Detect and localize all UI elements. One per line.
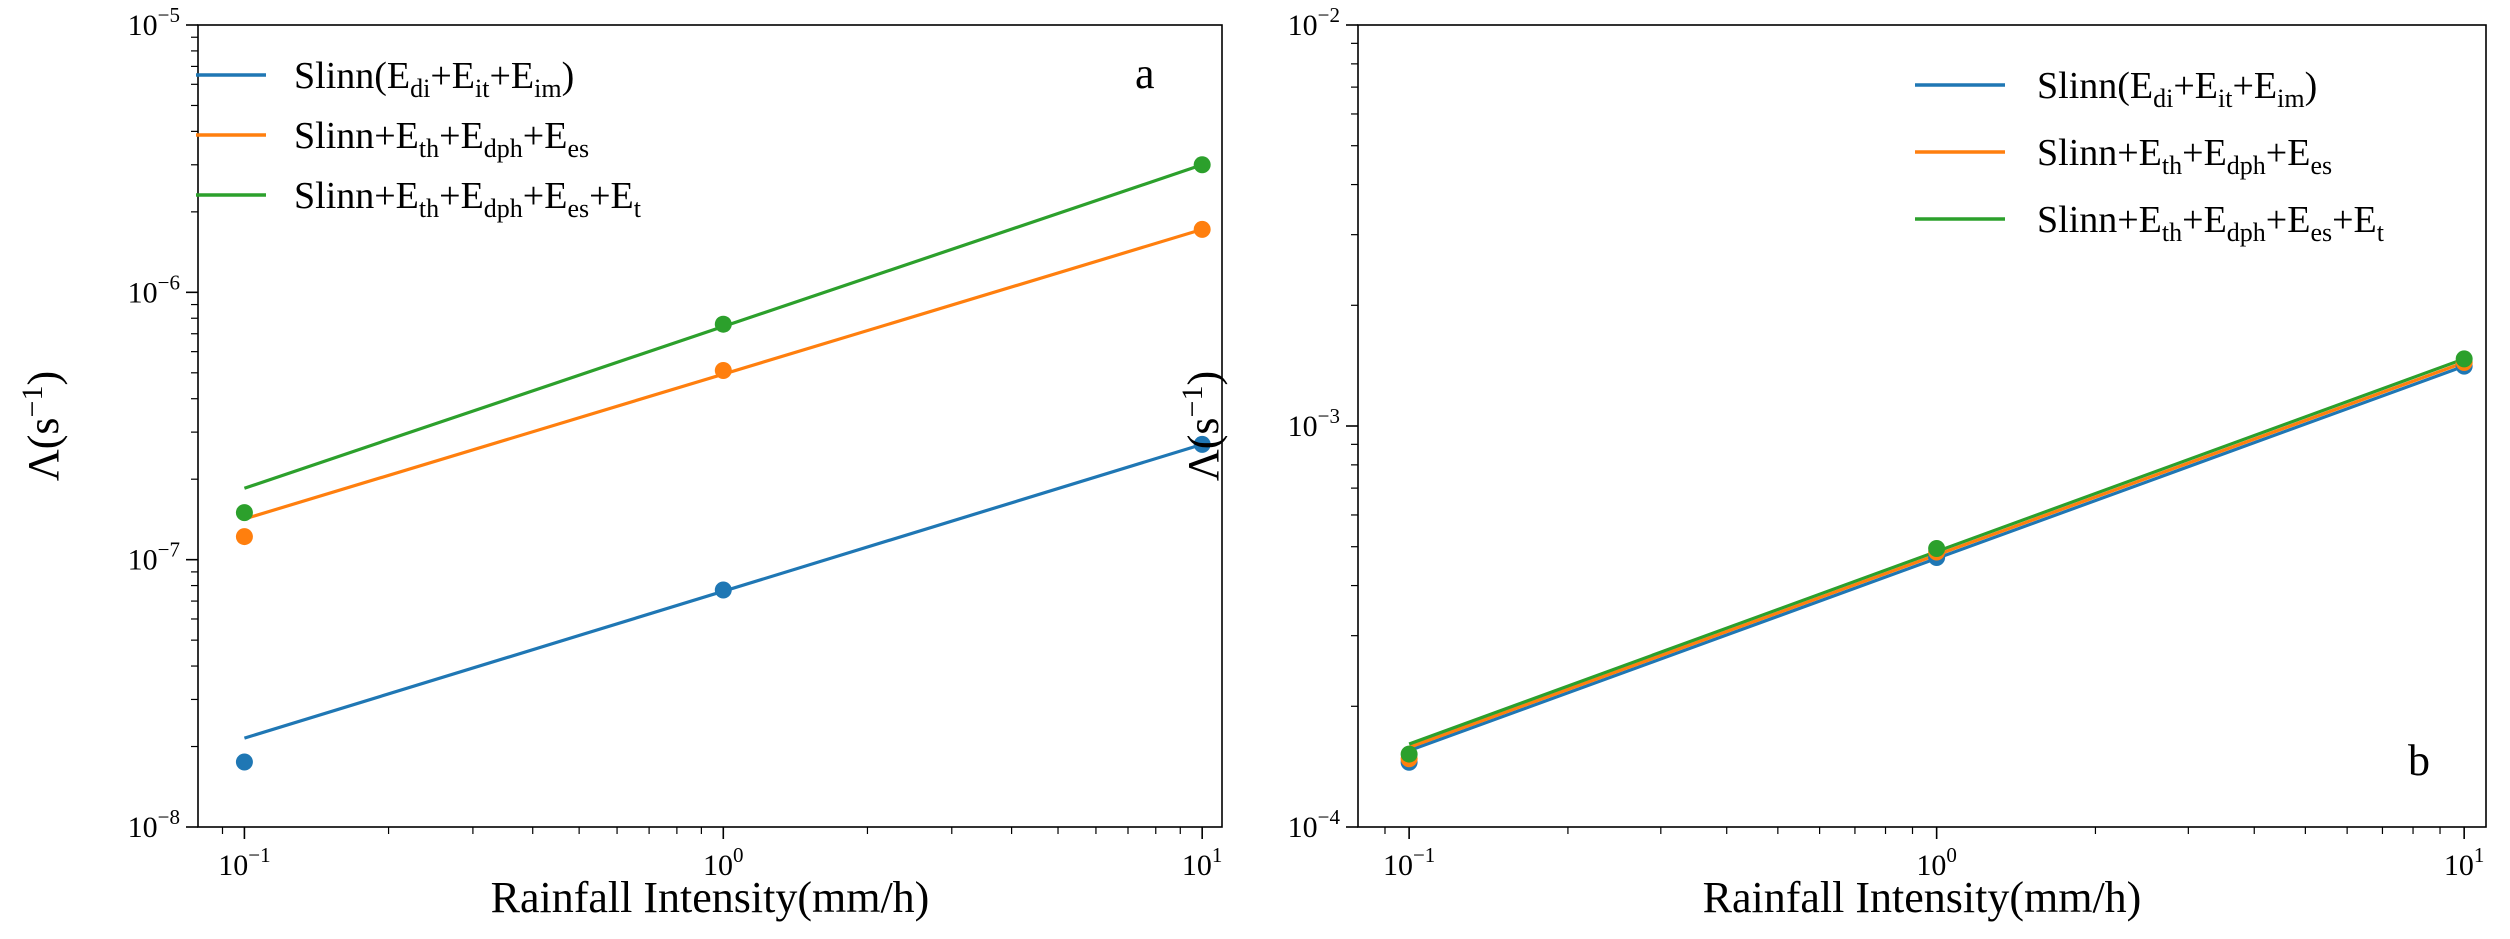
x-tick-label: 101 [1182, 843, 1223, 882]
series-1-point [235, 528, 253, 546]
legend: Slinn(Edi+Eit+Eim) Slinn+Eth+Edph+Ees Slin… [196, 55, 642, 223]
series-2-point [1400, 745, 1418, 763]
y-tick-label: 10−8 [128, 805, 180, 844]
series-1-point [714, 362, 732, 380]
y-tick-label: 10−2 [1288, 3, 1340, 42]
series-2-point [1928, 539, 1946, 557]
series-2-point [2455, 350, 2473, 368]
series-0-point [1193, 435, 1211, 453]
panel-label: a [1135, 49, 1155, 98]
plot-frame [197, 24, 1223, 828]
legend: Slinn(Edi+Eit+Eim) Slinn+Eth+Edph+Ees Slin… [1915, 65, 2385, 247]
x-tick-label: 101 [2444, 843, 2485, 882]
legend-label-1: Slinn+Eth+Edph+Ees [294, 115, 589, 163]
legend-label-0: Slinn(Edi+Eit+Eim) [2037, 65, 2317, 113]
series-2-point [235, 504, 253, 522]
y-tick-label: 10−4 [1288, 805, 1341, 844]
legend-label-2: Slinn+Eth+Edph+Ees+Et [294, 175, 642, 223]
series-1-point [1193, 220, 1211, 238]
series-0-point [714, 581, 732, 599]
x-tick-label: 10−1 [1383, 843, 1435, 882]
x-axis-title: Rainfall Intensity(mm/h) [1703, 873, 2142, 922]
y-tick-label: 10−5 [128, 3, 180, 42]
series-2-point [1193, 156, 1211, 174]
chart-panel-a: 10−1 100 101 10−8 10−7 10−6 10−5 Rainfall Inten… [16, 3, 1223, 922]
x-tick-label: 100 [703, 843, 744, 882]
series-2-point [714, 315, 732, 333]
panel-label: b [2408, 736, 2430, 785]
legend-label-0: Slinn(Edi+Eit+Eim) [294, 55, 574, 103]
y-tick-label: 10−6 [128, 270, 180, 309]
x-axis-title: Rainfall Intensity(mm/h) [491, 873, 930, 922]
series-0-point [235, 753, 253, 771]
y-tick-label: 10−3 [1288, 404, 1340, 443]
x-tick-label: 100 [1916, 843, 1957, 882]
y-axis-title: Λ(s−1) [16, 371, 68, 481]
chart-panel-b: 10−1 100 101 10−4 10−3 10−2 Rainfall Intensity… [1176, 3, 2487, 922]
y-tick-label: 10−7 [128, 538, 180, 577]
y-axis-title: Λ(s−1) [1176, 371, 1228, 481]
x-tick-label: 10−1 [218, 843, 270, 882]
legend-label-1: Slinn+Eth+Edph+Ees [2037, 132, 2332, 180]
legend-label-2: Slinn+Eth+Edph+Ees+Et [2037, 199, 2385, 247]
